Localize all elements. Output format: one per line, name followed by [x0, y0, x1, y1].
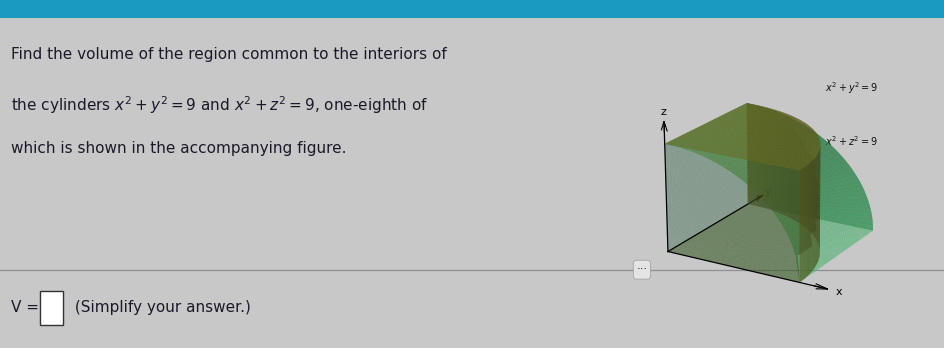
Bar	[40, 291, 63, 325]
Bar	[0, 0, 944, 18]
Text: (Simplify your answer.): (Simplify your answer.)	[70, 300, 251, 316]
Text: ···: ···	[636, 263, 648, 276]
Text: $x^2 + z^2 = 9$: $x^2 + z^2 = 9$	[825, 134, 878, 148]
Text: which is shown in the accompanying figure.: which is shown in the accompanying figur…	[11, 141, 346, 156]
Text: V =: V =	[11, 300, 44, 316]
Text: the cylinders $x^2 + y^2 = 9$ and $x^2 + z^2 = 9$, one-eighth of: the cylinders $x^2 + y^2 = 9$ and $x^2 +…	[11, 94, 429, 116]
Text: Find the volume of the region common to the interiors of: Find the volume of the region common to …	[11, 47, 447, 62]
Text: $x^2 + y^2 = 9$: $x^2 + y^2 = 9$	[825, 81, 879, 96]
